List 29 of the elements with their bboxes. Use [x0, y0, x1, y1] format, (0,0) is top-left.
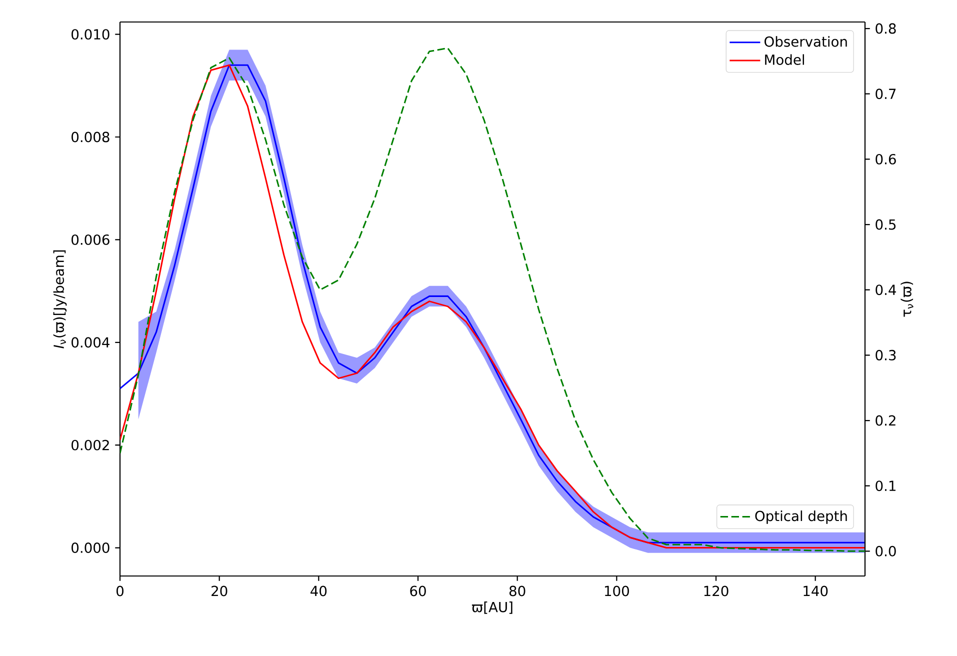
x-axis-title: ϖ[AU]: [472, 602, 512, 614]
x-tick-label: 100: [604, 586, 629, 596]
legend-label: Observation: [764, 36, 847, 47]
legend-label: Model: [765, 54, 804, 65]
y-tick-label: 0.008: [72, 132, 110, 142]
y2-tick-label: 0.3: [876, 350, 896, 360]
y2-tick-label: 0.1: [876, 480, 896, 492]
y-tick-label: 0.004: [72, 337, 110, 348]
y2-tick-label: 0.8: [876, 23, 896, 34]
y2-tick-label: 0.7: [876, 88, 896, 100]
x-tick-label: 140: [804, 586, 828, 596]
y2-axis-title: τ$_{ν}$(ϖ): [900, 282, 914, 317]
x-tick-label: 120: [704, 586, 728, 596]
x-tick-label: 40: [310, 586, 327, 596]
y-tick-label: 0.010: [72, 29, 110, 40]
y2-tick-label: 0.4: [876, 284, 896, 296]
y2-tick-label: 0.2: [876, 415, 896, 426]
y2-tick-label: 0.5: [876, 219, 896, 230]
x-tick-label: 60: [410, 586, 426, 596]
y-axis-title: I$_{ν}$(ϖ)[Jy/beam]: [53, 250, 67, 348]
x-tick-label: 20: [212, 586, 228, 596]
y-tick-label: 0.006: [72, 234, 110, 245]
y2-tick-label: 0.0: [876, 546, 896, 556]
y-tick-label: 0.002: [72, 440, 109, 450]
x-tick-label: 80: [509, 586, 526, 596]
legend-label: Optical depth: [755, 510, 847, 524]
y2-tick-label: 0.6: [876, 154, 896, 164]
x-tick-label: 0: [116, 586, 124, 596]
y-tick-label: 0.000: [72, 542, 110, 553]
